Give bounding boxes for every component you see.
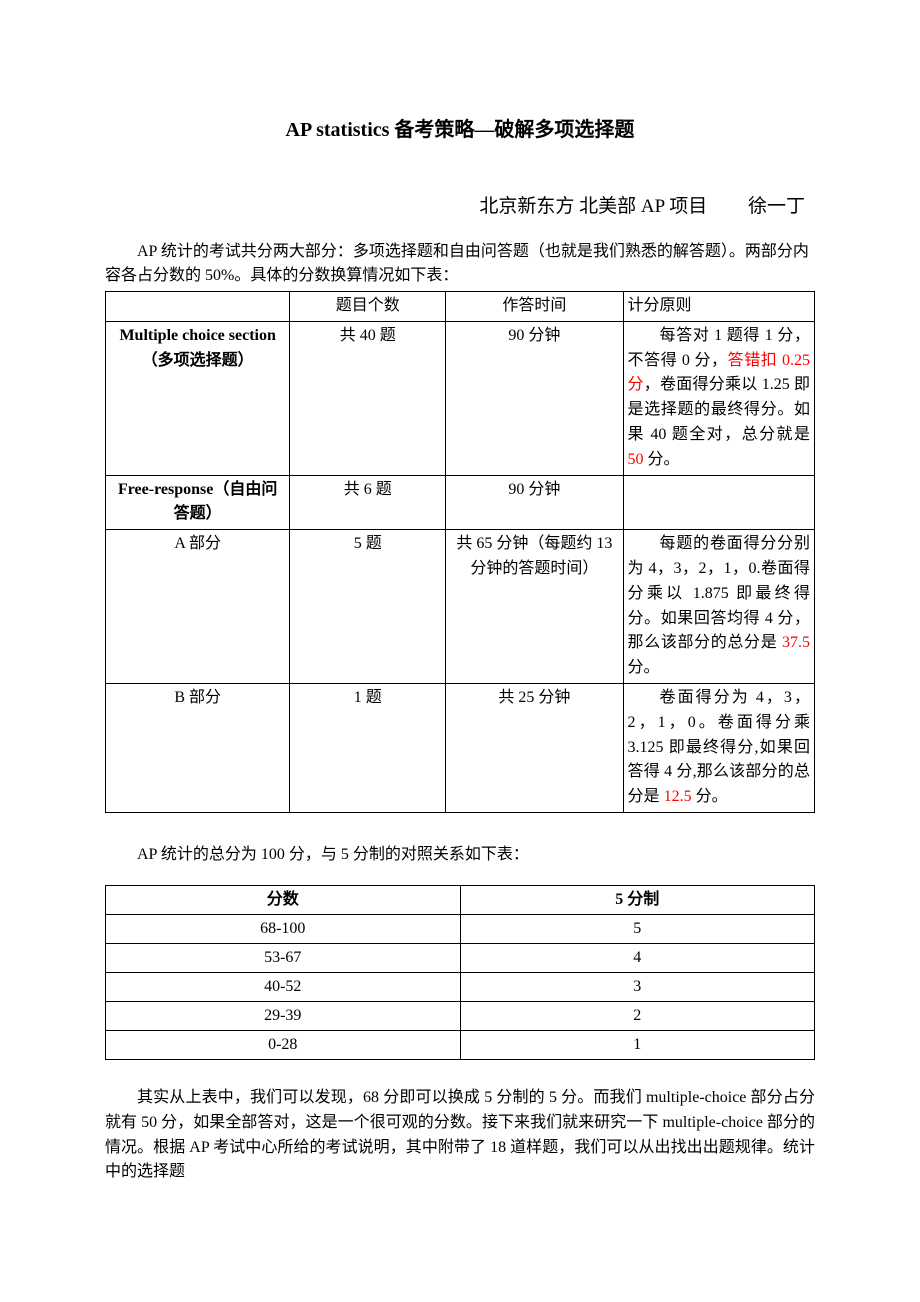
time-cell: 共 25 分钟: [446, 684, 623, 813]
time-cell: 90 分钟: [446, 321, 623, 475]
score-conversion-table: 分数 5 分制 68-1005 53-674 40-523 29-392 0-2…: [105, 885, 815, 1060]
section-name-cell: Multiple choice section（多项选择题）: [106, 321, 290, 475]
table-header-row: 题目个数 作答时间 计分原则: [106, 292, 815, 322]
author-line: 北京新东方 北美部 AP 项目 徐一丁: [105, 193, 815, 222]
count-cell: 1 题: [290, 684, 446, 813]
red-text: 12.5: [664, 788, 696, 805]
text: 分。: [648, 451, 680, 468]
table-row: 68-1005: [106, 915, 815, 944]
time-cell: 90 分钟: [446, 475, 623, 530]
page-title: AP statistics 备考策略—破解多项选择题: [105, 115, 815, 145]
text: 分。: [696, 788, 728, 805]
table-row: A 部分 5 题 共 65 分钟（每题约 13 分钟的答题时间） 每题的卷面得分…: [106, 530, 815, 684]
table-row: Free-response（自由问答题） 共 6 题 90 分钟: [106, 475, 815, 530]
time-cell: 共 65 分钟（每题约 13 分钟的答题时间）: [446, 530, 623, 684]
table-row: 0-281: [106, 1031, 815, 1060]
score-value-cell: 5: [460, 915, 815, 944]
scoring-cell: 每题的卷面得分分别为 4，3，2，1，0.卷面得分乘以 1.875 即最终得分。…: [623, 530, 814, 684]
table-row: Multiple choice section（多项选择题） 共 40 题 90…: [106, 321, 815, 475]
count-cell: 共 6 题: [290, 475, 446, 530]
score-value-cell: 1: [460, 1031, 815, 1060]
scoring-table: 题目个数 作答时间 计分原则 Multiple choice section（多…: [105, 291, 815, 813]
mid-paragraph: AP 统计的总分为 100 分，与 5 分制的对照关系如下表：: [105, 843, 815, 867]
header-cell: 分数: [106, 886, 461, 915]
section-name-cell: B 部分: [106, 684, 290, 813]
red-text: 37.5: [782, 634, 810, 651]
table-row: 29-392: [106, 1002, 815, 1031]
score-value-cell: 2: [460, 1002, 815, 1031]
score-range-cell: 53-67: [106, 944, 461, 973]
section-name-cell: A 部分: [106, 530, 290, 684]
table-header-row: 分数 5 分制: [106, 886, 815, 915]
count-cell: 共 40 题: [290, 321, 446, 475]
intro-paragraph: AP 统计的考试共分两大部分：多项选择题和自由问答题（也就是我们熟悉的解答题）。…: [105, 240, 815, 290]
table-row: 40-523: [106, 973, 815, 1002]
text: 分。: [628, 659, 660, 676]
score-value-cell: 3: [460, 973, 815, 1002]
scoring-cell: 每答对 1 题得 1 分，不答得 0 分，答错扣 0.25 分，卷面得分乘以 1…: [623, 321, 814, 475]
score-range-cell: 29-39: [106, 1002, 461, 1031]
section-name-cell: Free-response（自由问答题）: [106, 475, 290, 530]
table-row: 53-674: [106, 944, 815, 973]
score-range-cell: 68-100: [106, 915, 461, 944]
body-paragraph: 其实从上表中，我们可以发现，68 分即可以换成 5 分制的 5 分。而我们 mu…: [105, 1086, 815, 1185]
score-range-cell: 0-28: [106, 1031, 461, 1060]
scoring-cell: 卷面得分为 4，3，2，1，0。卷面得分乘 3.125 即最终得分,如果回答得 …: [623, 684, 814, 813]
header-cell: 题目个数: [290, 292, 446, 322]
table-row: B 部分 1 题 共 25 分钟 卷面得分为 4，3，2，1，0。卷面得分乘 3…: [106, 684, 815, 813]
red-text: 50: [628, 451, 648, 468]
text: ，卷面得分乘以 1.25 即是选择题的最终得分。如果 40 题全对，总分就是: [628, 376, 810, 443]
header-cell: 计分原则: [623, 292, 814, 322]
author-name: 徐一丁: [748, 196, 805, 217]
header-cell: [106, 292, 290, 322]
score-range-cell: 40-52: [106, 973, 461, 1002]
scoring-cell: [623, 475, 814, 530]
score-value-cell: 4: [460, 944, 815, 973]
header-cell: 5 分制: [460, 886, 815, 915]
author-org: 北京新东方 北美部 AP 项目: [479, 196, 707, 217]
header-cell: 作答时间: [446, 292, 623, 322]
count-cell: 5 题: [290, 530, 446, 684]
